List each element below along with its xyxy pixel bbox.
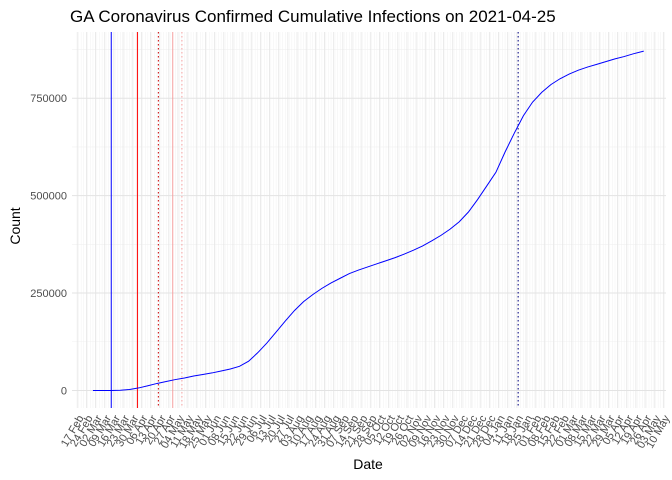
y-tick-label: 250000 [30, 288, 67, 300]
series-line [92, 50, 644, 391]
y-tick-label: 750000 [30, 93, 67, 105]
grid-layer [72, 32, 666, 408]
y-tick-label: 500000 [30, 191, 67, 203]
x-axis-title: Date [353, 456, 383, 472]
series-layer [92, 50, 644, 391]
y-axis-ticks: 0 250000 500000 750000 [30, 93, 67, 397]
y-axis-title: Count [7, 207, 23, 244]
chart-title: GA Coronavirus Confirmed Cumulative Infe… [70, 7, 556, 26]
reference-lines [110, 32, 519, 408]
y-tick-label: 0 [61, 385, 67, 397]
